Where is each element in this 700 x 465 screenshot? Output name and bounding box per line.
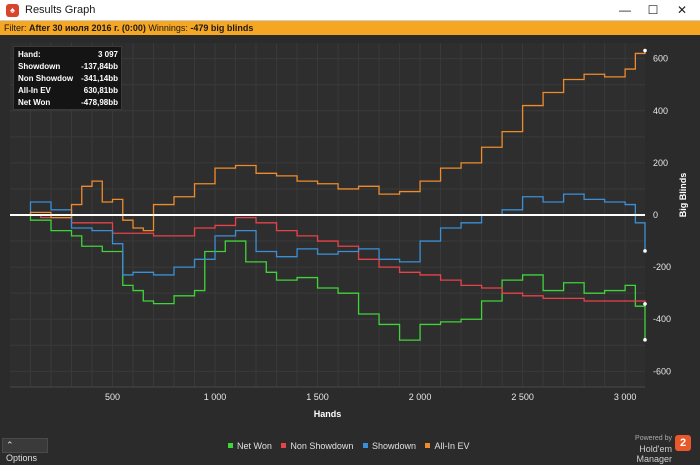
options-button[interactable]: ⌃ Options [2, 438, 48, 463]
legend-item-net-won[interactable]: Net Won [228, 440, 272, 452]
chevron-up-icon: ⌃ [6, 440, 14, 450]
window-title: Results Graph [25, 4, 96, 16]
stat-value: -341,14bb [81, 74, 118, 83]
stat-label: Net Won [18, 98, 51, 107]
stat-label: Hand: [18, 50, 41, 59]
series-line-non-showdown [10, 214, 646, 304]
stat-label: Non Showdow [18, 74, 74, 83]
powered-by-label: Powered by [635, 435, 672, 442]
legend-swatch [425, 443, 431, 448]
brand-name: Hold'em Manager [636, 444, 672, 464]
stat-row-non-showdown: Non Showdow -341,14bb [18, 73, 120, 84]
bottom-bar: ⌃ Options Net Won Non Showdown Showdown … [0, 435, 700, 464]
y-tick-label: -600 [653, 366, 671, 376]
series-line-showdown [10, 193, 646, 276]
stat-row-all-in-ev: All-In EV 630,81bb [18, 85, 120, 96]
filter-prefix: Filter: [4, 23, 27, 33]
stat-label: Showdown [18, 62, 61, 71]
stat-row-hands: Hand: 3 097 [18, 49, 120, 60]
winnings-value: -479 big blinds [190, 23, 254, 33]
legend-swatch [281, 443, 287, 448]
legend-label: Showdown [371, 441, 416, 451]
maximize-button[interactable]: ☐ [647, 3, 659, 17]
stat-value: -137,84bb [81, 62, 118, 71]
y-tick-label: 200 [653, 158, 668, 168]
legend-swatch [362, 443, 368, 448]
y-tick-label: 0 [653, 210, 658, 220]
x-axis-title: Hands [314, 409, 342, 419]
y-tick-label: 400 [653, 106, 668, 116]
stat-value: 630,81bb [83, 86, 118, 95]
legend-label: Net Won [237, 441, 272, 451]
series-end-marker [643, 249, 647, 253]
legend-item-all-in-ev[interactable]: All-In EV [425, 440, 470, 452]
stat-value: -478,98bb [81, 98, 118, 107]
stats-panel: Hand: 3 097 Showdown -137,84bb Non Showd… [13, 46, 122, 110]
x-tick-label: 2 500 [511, 392, 534, 402]
stat-value: 3 097 [97, 50, 118, 59]
stat-label: All-In EV [18, 86, 51, 95]
legend-label: All-In EV [434, 441, 470, 451]
x-tick-label: 2 000 [409, 392, 432, 402]
stat-row-net-won: Net Won -478,98bb [18, 97, 120, 108]
x-tick-label: 500 [105, 392, 120, 402]
winnings-label: Winnings: [148, 23, 188, 33]
y-tick-label: -200 [653, 262, 671, 272]
legend-item-non-showdown[interactable]: Non Showdown [281, 440, 353, 452]
filter-value: After 30 июля 2016 г. (0:00) [29, 23, 146, 33]
series-end-marker [643, 338, 647, 342]
app-logo-icon: ♠ [6, 4, 19, 17]
hm2-logo-icon: 2 [675, 435, 691, 451]
y-axis-title: Big Blinds [678, 173, 688, 218]
legend-swatch [228, 443, 233, 448]
x-tick-label: 3 000 [614, 392, 637, 402]
x-tick-label: 1 500 [306, 392, 329, 402]
y-tick-label: 600 [653, 54, 668, 64]
powered-by: Powered by Hold'em Manager [604, 434, 672, 464]
series-end-marker [643, 302, 647, 306]
stat-row-showdown: Showdown -137,84bb [18, 61, 120, 72]
legend-item-showdown[interactable]: Showdown [362, 440, 416, 452]
close-button[interactable]: ✕ [676, 3, 688, 17]
window-titlebar: ♠ Results Graph — ☐ ✕ [0, 0, 700, 21]
legend-label: Non Showdown [290, 441, 354, 451]
series-end-marker [643, 48, 647, 53]
minimize-button[interactable]: — [619, 3, 631, 17]
x-tick-label: 1 000 [204, 392, 227, 402]
chart-legend: Net Won Non Showdown Showdown All-In EV [228, 440, 477, 452]
y-tick-label: -400 [653, 314, 671, 324]
series-line-all-in-ev [10, 50, 646, 232]
filter-bar: Filter: After 30 июля 2016 г. (0:00) Win… [0, 21, 700, 35]
